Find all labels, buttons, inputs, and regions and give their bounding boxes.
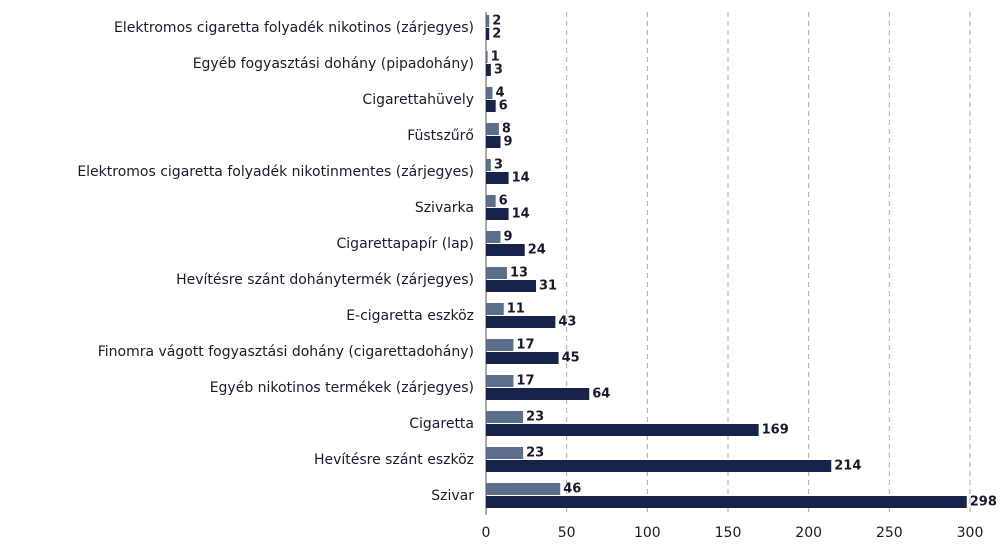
value-label: 46 xyxy=(563,482,581,497)
bar xyxy=(486,316,556,328)
value-label: 64 xyxy=(592,387,610,402)
x-tick-label: 250 xyxy=(876,525,903,541)
bar xyxy=(486,352,559,364)
x-tick-label: 0 xyxy=(482,525,491,541)
bar xyxy=(486,172,509,184)
category-label: Finomra vágott fogyasztási dohány (cigar… xyxy=(98,344,474,360)
value-label: 298 xyxy=(970,495,997,510)
bar xyxy=(486,28,490,40)
value-label: 4 xyxy=(495,86,504,101)
value-label: 6 xyxy=(499,99,508,114)
bar xyxy=(486,51,488,63)
bar xyxy=(486,424,759,436)
value-label: 169 xyxy=(762,423,789,438)
bar xyxy=(486,208,509,220)
value-label: 14 xyxy=(512,207,530,222)
bar xyxy=(486,267,507,279)
x-tick-label: 50 xyxy=(558,525,576,541)
value-label: 23 xyxy=(526,410,544,425)
value-label: 9 xyxy=(504,230,513,245)
value-label: 24 xyxy=(528,243,546,258)
category-label: Cigarettapapír (lap) xyxy=(337,236,474,252)
value-label: 45 xyxy=(562,351,580,366)
category-label: Cigaretta xyxy=(409,416,474,432)
value-label: 14 xyxy=(512,171,530,186)
category-label: Szivar xyxy=(431,488,474,504)
bar xyxy=(486,231,501,243)
bar xyxy=(486,280,537,292)
x-tick-label: 300 xyxy=(957,525,984,541)
value-label: 6 xyxy=(499,194,508,209)
bar xyxy=(486,244,525,256)
value-label: 3 xyxy=(494,63,503,78)
bar xyxy=(486,339,514,351)
bar xyxy=(486,375,514,387)
category-label: Egyéb nikotinos termékek (zárjegyes) xyxy=(210,380,474,396)
bar xyxy=(486,100,496,112)
value-label: 9 xyxy=(504,135,513,150)
category-label: Szivarka xyxy=(415,200,474,216)
value-label: 11 xyxy=(507,302,525,317)
value-label: 17 xyxy=(516,374,534,389)
category-label: Cigarettahüvely xyxy=(362,92,474,108)
bar xyxy=(486,159,491,171)
value-label: 8 xyxy=(502,122,511,137)
bar xyxy=(486,388,590,400)
value-label: 2 xyxy=(492,27,501,42)
category-label: Hevítésre szánt dohánytermék (zárjegyes) xyxy=(176,272,474,288)
value-label: 43 xyxy=(558,315,576,330)
category-label: Elektromos cigaretta folyadék nikotinos … xyxy=(114,20,474,36)
value-label: 31 xyxy=(539,279,557,294)
bar xyxy=(486,195,496,207)
category-label: E-cigaretta eszköz xyxy=(346,308,474,324)
bar xyxy=(486,496,967,508)
x-tick-label: 100 xyxy=(634,525,661,541)
value-label: 214 xyxy=(834,459,861,474)
bar xyxy=(486,15,490,27)
bar xyxy=(486,411,524,423)
bar xyxy=(486,460,832,472)
bar xyxy=(486,447,524,459)
value-label: 2 xyxy=(492,14,501,29)
category-label: Egyéb fogyasztási dohány (pipadohány) xyxy=(193,56,474,72)
bar xyxy=(486,483,561,495)
value-label: 23 xyxy=(526,446,544,461)
bar xyxy=(486,123,499,135)
value-label: 17 xyxy=(516,338,534,353)
bar xyxy=(486,64,491,76)
category-label: Füstszűrő xyxy=(407,128,474,144)
bar xyxy=(486,87,493,99)
category-label: Elektromos cigaretta folyadék nikotinmen… xyxy=(77,164,474,180)
value-label: 3 xyxy=(494,158,503,173)
value-label: 1 xyxy=(491,50,500,65)
bar xyxy=(486,303,504,315)
bar xyxy=(486,136,501,148)
x-tick-label: 200 xyxy=(795,525,822,541)
category-label: Hevítésre szánt eszköz xyxy=(314,452,474,468)
x-tick-label: 150 xyxy=(715,525,742,541)
value-label: 13 xyxy=(510,266,528,281)
